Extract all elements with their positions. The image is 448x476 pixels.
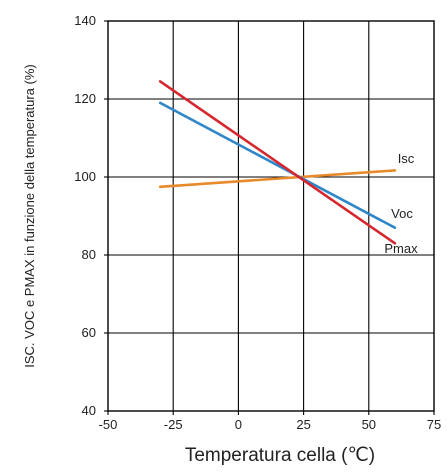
series-line-isc [158, 169, 397, 189]
grid-lines [104, 20, 435, 415]
y-tick-label: 80 [82, 247, 96, 262]
y-tick-label: 60 [82, 325, 96, 340]
series-line-pmax [158, 80, 397, 245]
x-tick-label: 75 [427, 417, 441, 432]
x-tick-label: -25 [164, 417, 183, 432]
series-label-pmax: Pmax [384, 241, 418, 256]
y-tick-label: 100 [74, 169, 96, 184]
y-tick-labels: 40 60 80 100 120 140 [74, 13, 96, 418]
y-tick-label: 120 [74, 91, 96, 106]
series-lines [158, 80, 397, 245]
x-tick-label: 25 [296, 417, 310, 432]
y-axis-label: ISC. VOC e PMAX in funzione della temper… [22, 64, 37, 367]
y-tick-label: 140 [74, 13, 96, 28]
series-label-isc: Isc [398, 151, 415, 166]
x-axis-label: Temperatura cella (℃) [185, 445, 375, 466]
x-tick-label: 50 [362, 417, 376, 432]
x-tick-labels: -50 -25 0 25 50 75 [99, 417, 442, 432]
x-tick-label: 0 [235, 417, 242, 432]
plot-frame [107, 20, 435, 412]
series-line-voc [158, 101, 397, 229]
y-tick-label: 40 [82, 403, 96, 418]
series-label-voc: Voc [391, 206, 413, 221]
series-labels: Isc Voc Pmax [384, 151, 418, 256]
x-tick-label: -50 [99, 417, 118, 432]
